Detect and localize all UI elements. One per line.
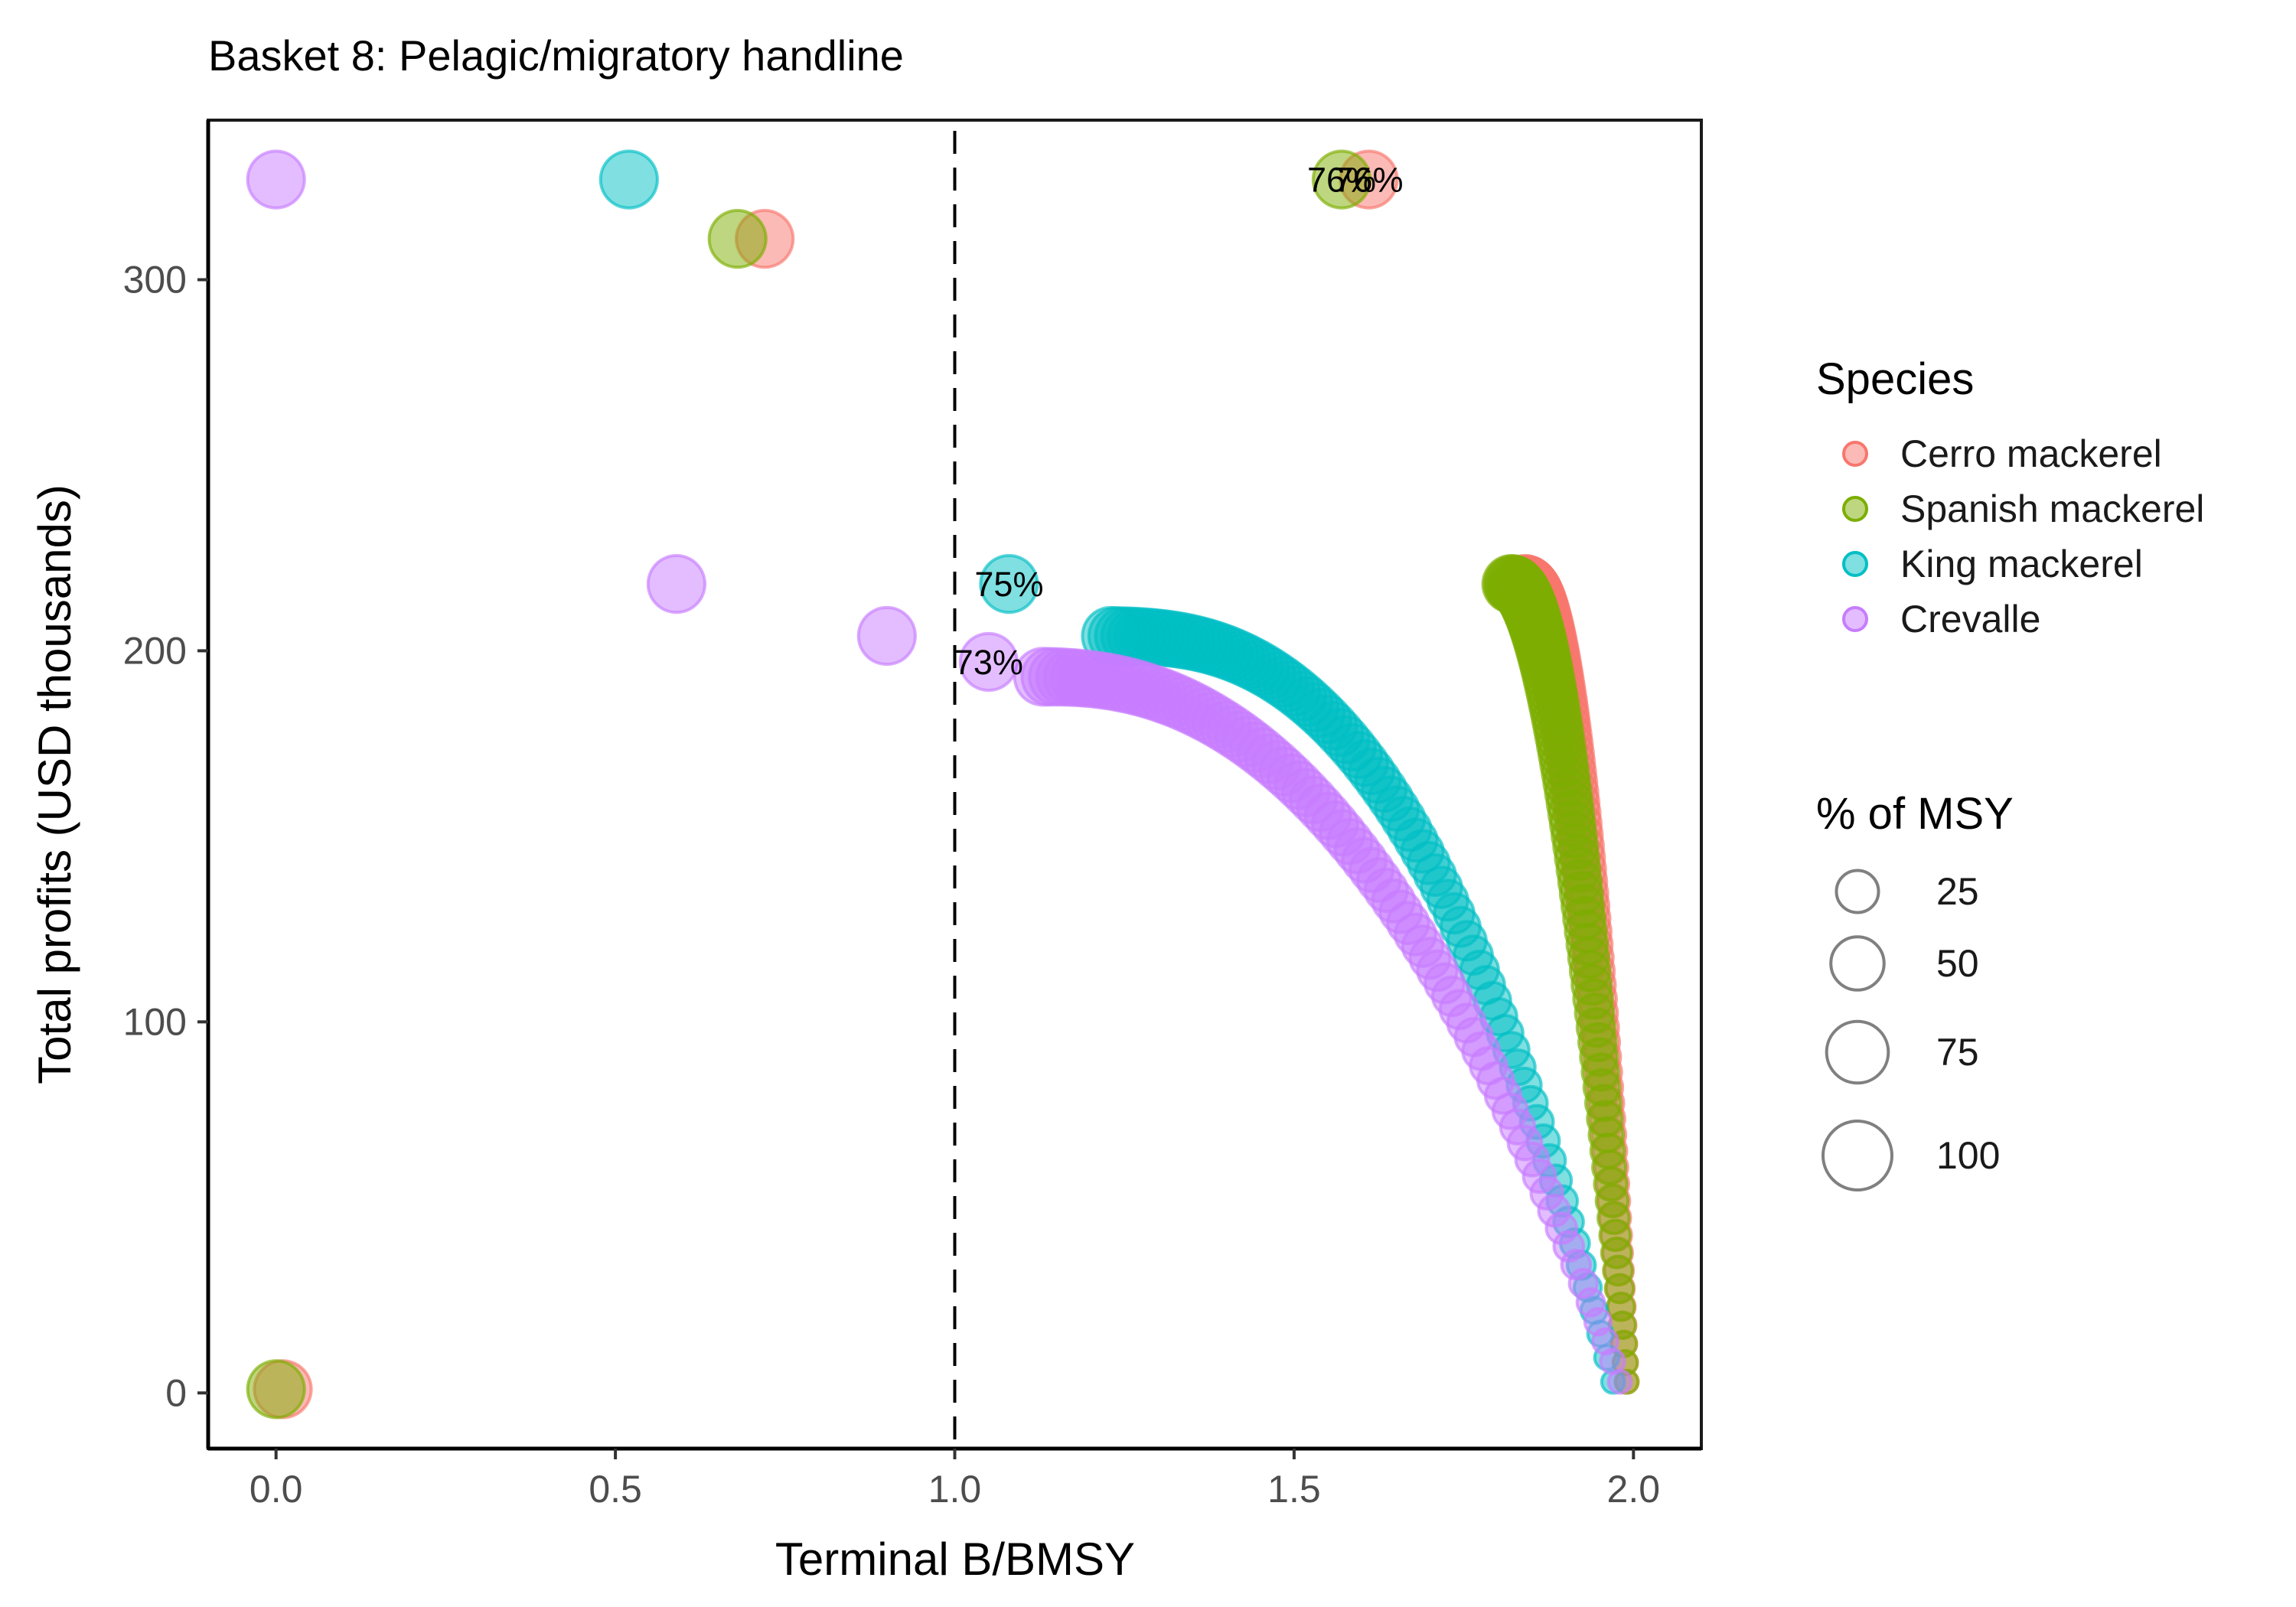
size-legend: % of MSY 25 50 75 100 (1816, 789, 2014, 1191)
size-label-100: 100 (1936, 1134, 2000, 1177)
x-tick-label: 1.0 (928, 1468, 982, 1511)
size-label-25: 25 (1936, 870, 1979, 913)
king-mackerel-point (598, 149, 659, 210)
legend-key-king-mackerel (1842, 551, 1868, 577)
size-key-75 (1825, 1019, 1890, 1085)
msy-percent-label: 73% (954, 643, 1023, 682)
y-axis-title: Total profits (USD thousands) (29, 484, 80, 1084)
size-key-50 (1829, 935, 1886, 992)
legend-key-crevalle (1842, 606, 1868, 632)
spanish-mackerel-point (707, 209, 768, 269)
annotation-layer: 75% 73% 76%76% (954, 161, 1404, 682)
x-tick-label: 0.5 (589, 1468, 642, 1511)
x-tick-label: 2.0 (1607, 1468, 1661, 1511)
y-axis: 0 100 200 300 (123, 120, 210, 1449)
x-tick-label: 1.5 (1267, 1468, 1321, 1511)
size-label-50: 50 (1936, 942, 1979, 985)
legend-label-king-mackerel: King mackerel (1900, 543, 2143, 585)
size-key-25 (1835, 869, 1880, 914)
legend-key-cerro-mackerel (1842, 441, 1868, 467)
y-tick-label: 300 (123, 259, 187, 302)
spanish-mackerel-point (1481, 554, 1541, 614)
crevalle-point (646, 554, 707, 614)
spanish-mackerel-point (1311, 149, 1372, 210)
y-tick-label: 0 (165, 1371, 187, 1414)
msy-percent-label: 76% (1307, 161, 1376, 200)
y-tick-label: 200 (123, 629, 187, 672)
crevalle-point (246, 149, 306, 210)
legend-label-spanish-mackerel: Spanish mackerel (1900, 487, 2204, 530)
size-key-100 (1821, 1120, 1893, 1191)
msy-percent-label: 76% (1334, 161, 1403, 200)
legend-label-crevalle: Crevalle (1900, 598, 2040, 641)
crevalle-point (856, 605, 917, 667)
x-axis-title: Terminal B/BMSY (775, 1534, 1135, 1585)
chart-title: Basket 8: Pelagic/migratory handline (208, 31, 904, 80)
bubble-layer (246, 149, 1640, 1420)
legend-key-spanish-mackerel (1842, 496, 1868, 522)
species-legend-title: Species (1816, 354, 1974, 404)
msy-percent-label: 75% (974, 565, 1043, 604)
x-axis: 0.0 0.5 1.0 1.5 2.0 (208, 1446, 1701, 1511)
x-tick-label: 0.0 (249, 1468, 303, 1511)
plot-area: 75% 73% 76%76% (207, 119, 1703, 1450)
legend-label-cerro-mackerel: Cerro mackerel (1900, 432, 2162, 475)
king-mackerel-point (979, 554, 1039, 614)
y-tick-label: 100 (123, 1000, 187, 1043)
species-legend: Species Cerro mackerel Spanish mackerel Ki… (1816, 354, 2204, 641)
spanish-mackerel-point (246, 1359, 306, 1420)
size-label-75: 75 (1936, 1031, 1979, 1074)
crevalle-point (958, 631, 1019, 693)
size-legend-title: % of MSY (1816, 789, 2014, 839)
